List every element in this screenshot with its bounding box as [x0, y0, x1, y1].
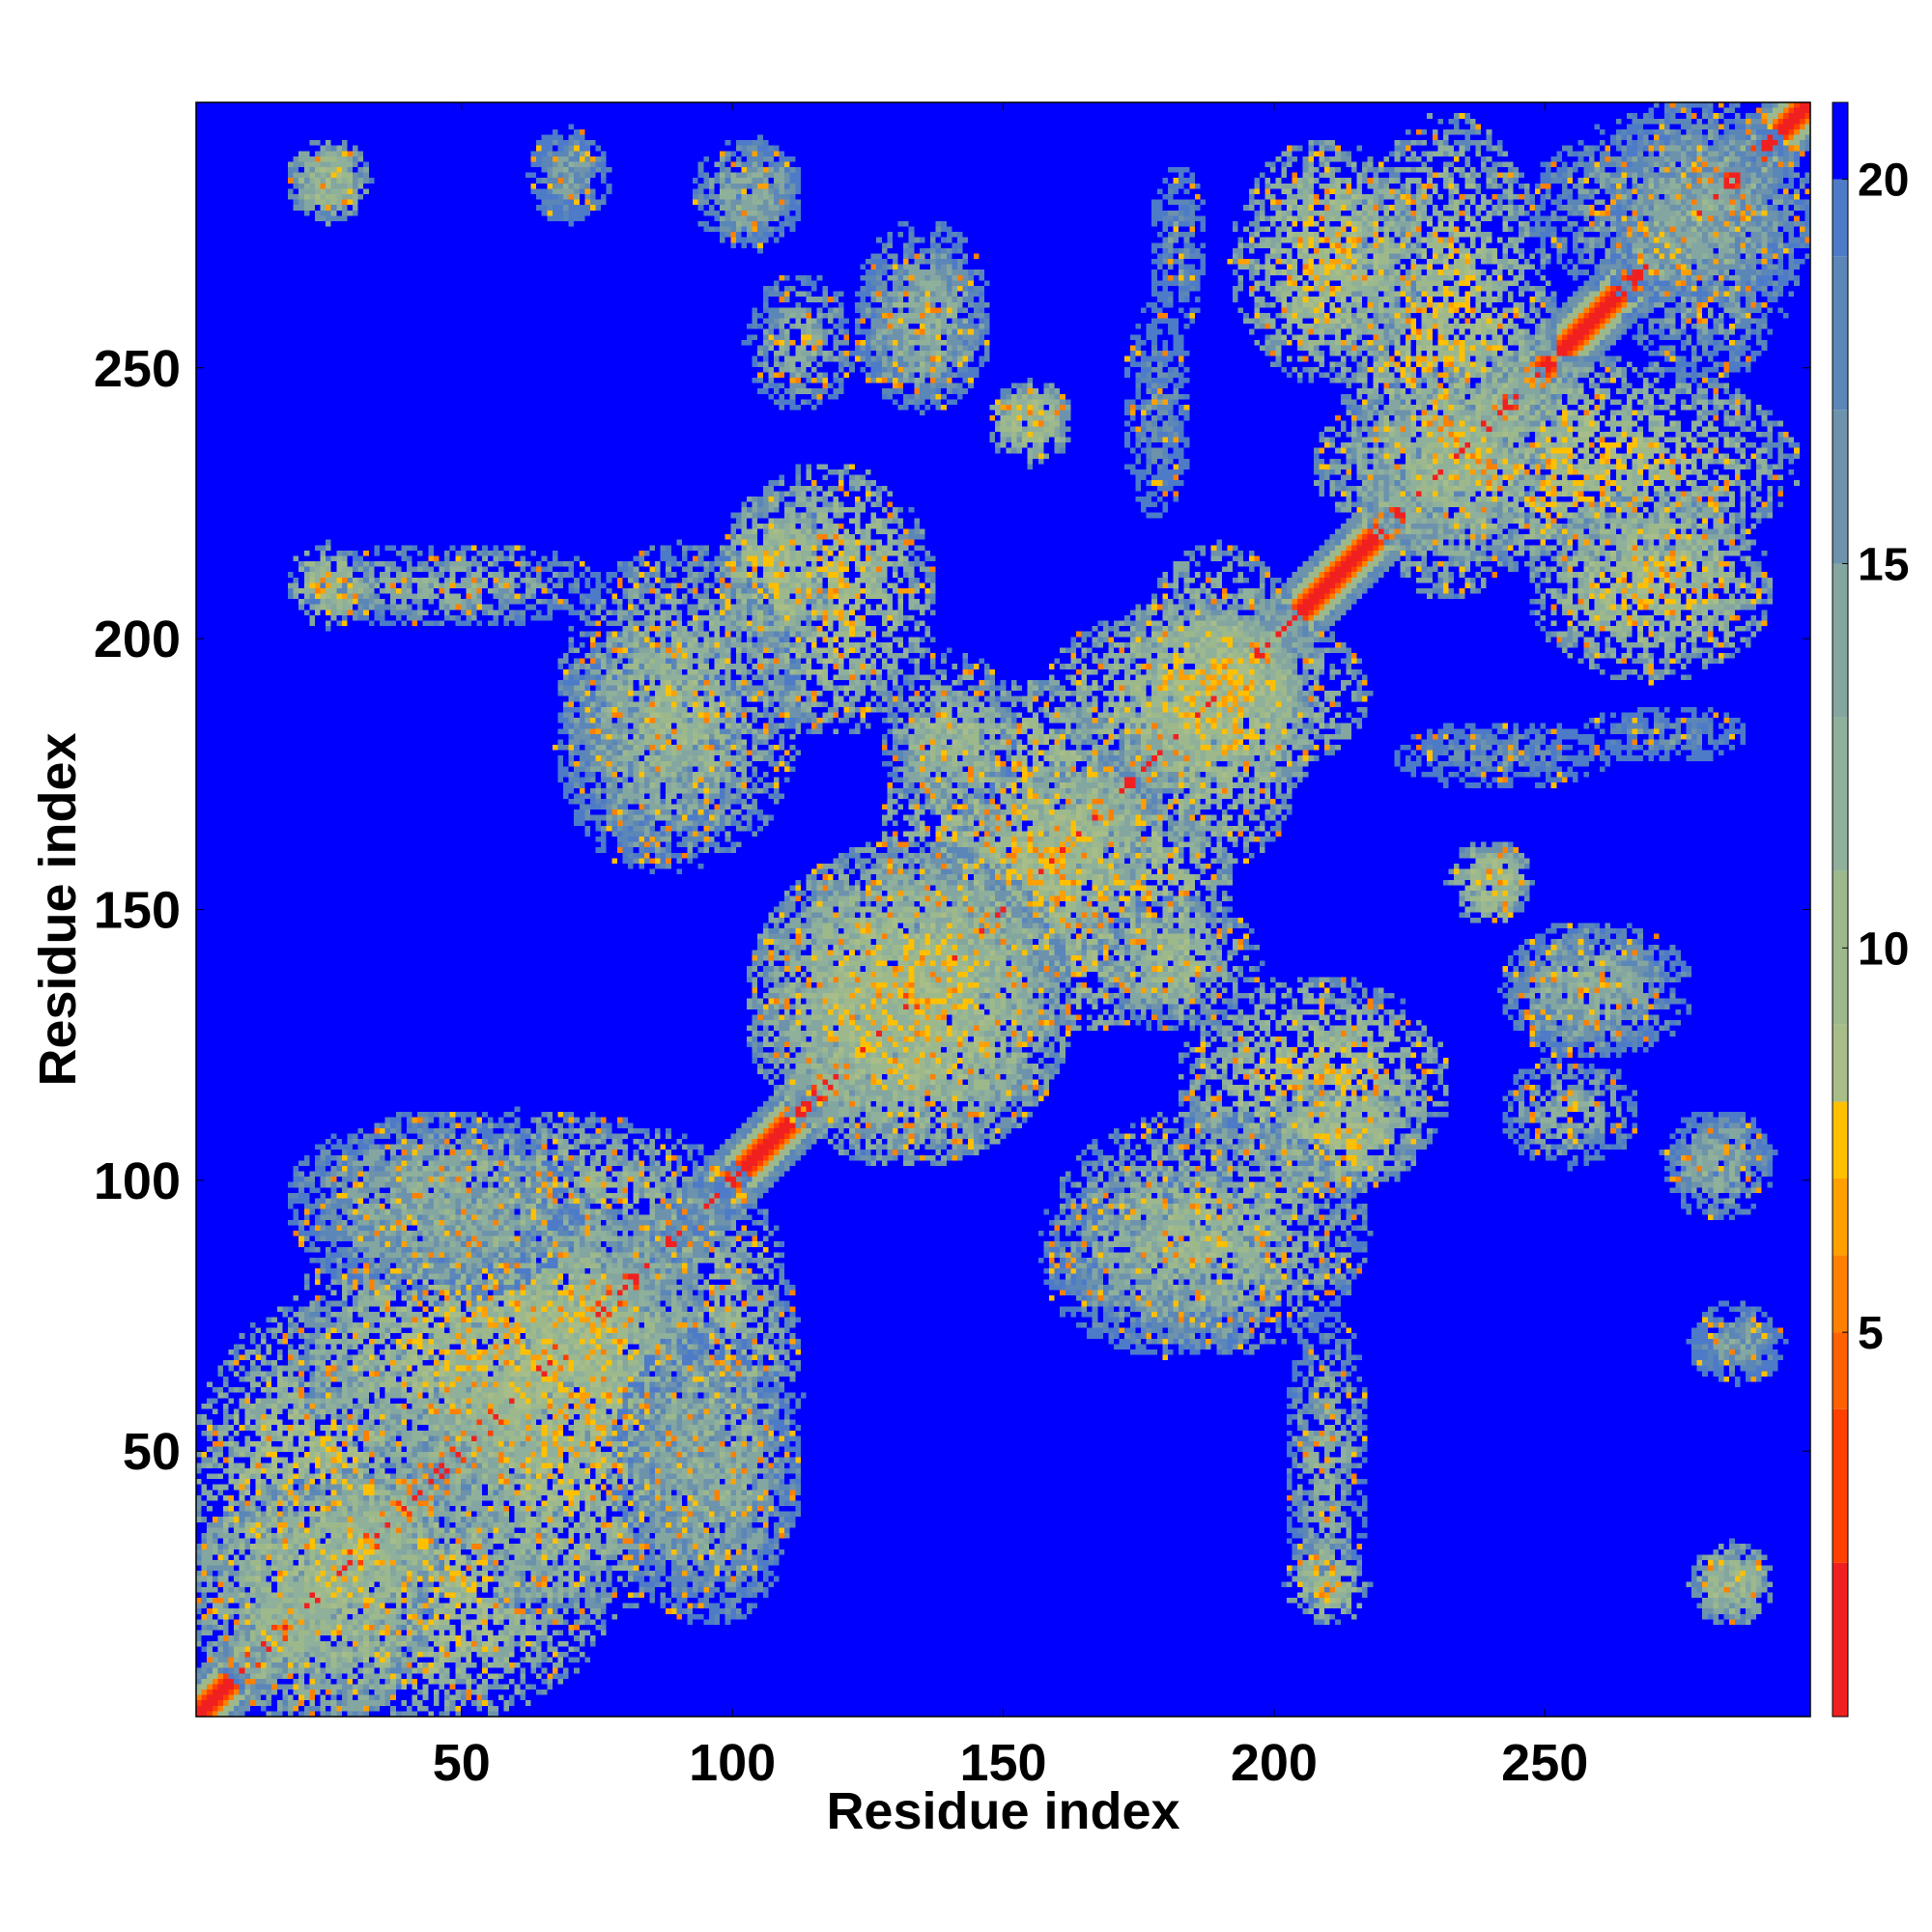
- colorbar-segment: [1833, 1562, 1848, 1717]
- y-axis-label: Residue index: [29, 732, 87, 1086]
- y-tick-label: 250: [94, 340, 181, 398]
- x-tick-label: 50: [433, 1734, 491, 1792]
- colorbar-tick-label: 5: [1858, 1308, 1884, 1359]
- colorbar-segment: [1833, 717, 1848, 871]
- colorbar-segment: [1833, 563, 1848, 718]
- colorbar-tick-label: 15: [1858, 539, 1909, 590]
- y-tick-label: 200: [94, 611, 181, 668]
- colorbar-segment: [1833, 1179, 1848, 1256]
- x-axis: 50 100 150 200 250: [433, 102, 1588, 1792]
- y-tick-label: 150: [94, 882, 181, 940]
- colorbar-segment: [1833, 1408, 1848, 1563]
- colorbar-tick-label: 10: [1858, 923, 1909, 975]
- colorbar-segment: [1833, 1332, 1848, 1409]
- y-axis: 50 100 150 200 250: [94, 340, 1810, 1481]
- colorbar-segment: [1833, 1255, 1848, 1333]
- colorbar-segment: [1833, 179, 1848, 257]
- colorbar-frame: [1832, 101, 1849, 1718]
- colorbar-tick-label: 20: [1858, 156, 1909, 207]
- x-tick-label: 200: [1231, 1734, 1318, 1792]
- colorbar-segment: [1833, 410, 1848, 564]
- colorbar-segment: [1833, 1101, 1848, 1179]
- x-tick-label: 150: [959, 1734, 1046, 1792]
- colorbar: 5 10 15 20: [1832, 101, 1909, 1718]
- x-axis-label: Residue index: [826, 1782, 1179, 1840]
- colorbar-segment: [1833, 102, 1848, 180]
- heatmap: [196, 102, 1810, 1717]
- y-tick-label: 100: [94, 1152, 181, 1210]
- colorbar-segment: [1833, 870, 1848, 1025]
- x-tick-label: 100: [689, 1734, 776, 1792]
- colorbar-segment: [1833, 1024, 1848, 1102]
- colorbar-segment: [1833, 256, 1848, 411]
- y-tick-label: 50: [123, 1423, 181, 1481]
- x-tick-label: 250: [1501, 1734, 1588, 1792]
- heatmap-cells: [196, 102, 1810, 1717]
